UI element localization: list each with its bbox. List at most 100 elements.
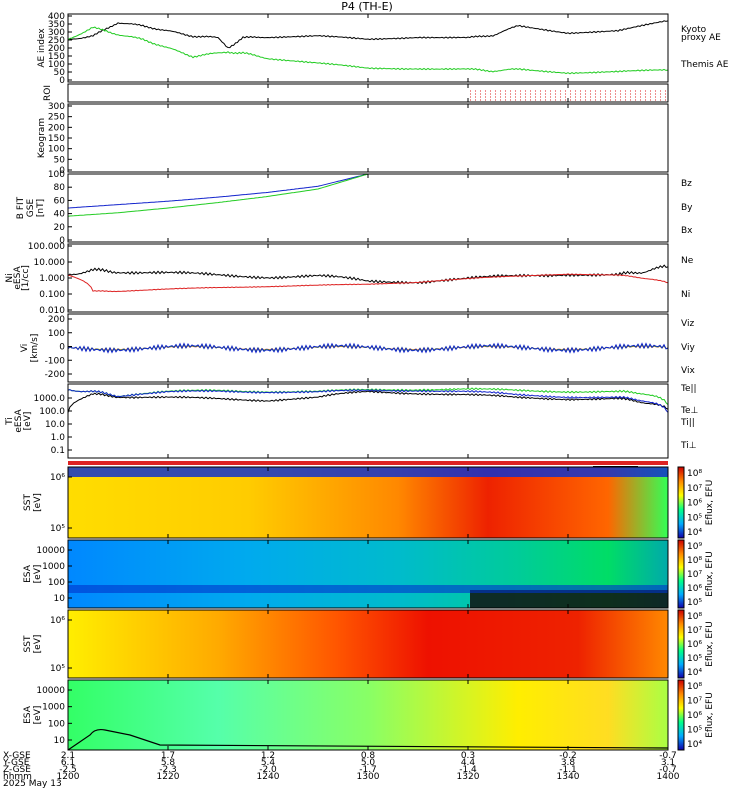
esa-e-ylabel: [eV] — [33, 565, 43, 584]
ae-ylabel: AE index — [37, 28, 47, 68]
density-ytick-label: 100.000 — [28, 242, 65, 252]
sst-e-cbar-tick: 10⁵ — [687, 513, 702, 523]
time-x-label: 1.2 — [261, 751, 275, 761]
ae-ytick-label: 200 — [48, 44, 65, 54]
time-z-label: -0.7 — [659, 765, 677, 775]
esa-i-ytick-label: 10000 — [36, 686, 65, 696]
sst-e-colorbar-frame — [677, 466, 685, 539]
keogram-ytick-label: 300 — [48, 102, 65, 112]
esa-e-cbar-tick: 10⁸ — [687, 556, 702, 566]
density-legend-0: Ne — [681, 256, 694, 266]
time-row-label-2: Z-GSE — [3, 765, 31, 775]
ae-legend-2: Themis AE — [680, 60, 729, 70]
density-ylabel: [1/cc] — [21, 265, 31, 291]
density-legend-1: Ni — [681, 290, 690, 300]
sst-e-cbar-tick: 10⁴ — [687, 528, 702, 538]
plot-title: P4 (TH-E) — [341, 0, 393, 13]
ae-ytick-label: 50 — [54, 68, 66, 78]
ae-ytick-label: 150 — [48, 52, 65, 62]
bfield-series-1 — [67, 173, 369, 217]
esa-i-ytick-label: 100 — [48, 719, 65, 729]
bfield-ytick-label: 60 — [54, 196, 66, 206]
time-z-label: -2.0 — [259, 765, 277, 775]
ae-legend-1: proxy AE — [681, 33, 721, 43]
bfield-ylabel: GSE — [26, 199, 36, 218]
time-x-label: 1.7 — [161, 751, 175, 761]
time-y-label: 4.4 — [461, 758, 476, 768]
sst-i-colorbar — [678, 610, 684, 678]
time-y-label: 5.0 — [361, 758, 376, 768]
ae-series-0 — [67, 20, 669, 49]
bfield-ytick-label: 40 — [54, 210, 66, 220]
time-z-label: -1.7 — [359, 765, 377, 775]
ae-ytick-label: 250 — [48, 36, 65, 46]
ae-panel — [67, 13, 669, 83]
esa-i-ytick-label: 1000 — [42, 703, 65, 713]
density-ylabel: eESA — [13, 266, 23, 290]
velocity-ytick-label: -100 — [45, 356, 66, 366]
time-y-label: 5.8 — [161, 758, 176, 768]
esa-i-image — [68, 680, 668, 750]
bfield-legend-1: By — [681, 203, 693, 213]
time-x-label: 0.3 — [461, 751, 475, 761]
sst-i-cbar-tick: 10⁵ — [687, 654, 702, 664]
temperature-legend-1: Te⊥ — [680, 406, 699, 416]
time-row-label-3: hhmm — [3, 772, 32, 782]
sst-e-ytick-label: 10⁶ — [50, 473, 65, 483]
velocity-legend-0: Viz — [681, 319, 694, 329]
temperature-series-2 — [67, 388, 669, 413]
esa-e-ytick-label: 1000 — [42, 562, 65, 572]
sst-e-low-band — [68, 467, 668, 477]
time-hhmm-label: 1340 — [557, 772, 580, 782]
temperature-ytick-label: 10.0 — [45, 420, 65, 430]
bfield-ylabel: [nT] — [36, 199, 46, 217]
velocity-ylabel: Vi — [20, 344, 30, 352]
time-row-label-1: Y-GSE — [2, 758, 30, 768]
sst-i-cbar-tick: 10⁴ — [687, 668, 702, 678]
esa-i-cbar-tick: 10⁴ — [687, 740, 702, 750]
ae-ytick-label: 0 — [59, 76, 65, 86]
time-hhmm-label: 1200 — [57, 772, 80, 782]
sst-i-cbar-tick: 10⁶ — [687, 640, 702, 650]
keogram-ytick-label: 150 — [48, 134, 65, 144]
esa-e-colorbar — [678, 540, 684, 608]
time-hhmm-label: 1400 — [657, 772, 680, 782]
esa-e-cbar-tick: 10⁶ — [687, 584, 702, 594]
ae-legend-0: Kyoto — [681, 25, 707, 35]
bfield-legend-0: Bz — [681, 179, 692, 189]
time-hhmm-label: 1240 — [257, 772, 280, 782]
sst-i-ytick-label: 10⁵ — [50, 664, 65, 674]
esa-i-colorbar — [678, 680, 684, 750]
velocity-series-2 — [67, 342, 669, 354]
sst-i-ylabel: SST — [23, 635, 33, 652]
esa-e-ytick-label: 100 — [48, 578, 65, 588]
esa-i-cbar-tick: 10⁶ — [687, 711, 702, 721]
time-hhmm-label: 1320 — [457, 772, 480, 782]
temperature-ylabel: eESA — [14, 409, 24, 433]
esa-i-colorbar-frame — [677, 679, 685, 751]
temperature-legend-2: Ti|| — [680, 418, 695, 428]
time-y-label: 5.4 — [261, 758, 276, 768]
time-row-label-4: 2025 May 13 — [3, 779, 62, 789]
ae-ytick-label: 100 — [48, 60, 65, 70]
temperature-panel — [67, 383, 669, 459]
time-hhmm-label: 1220 — [157, 772, 180, 782]
bfield-ytick-label: 0 — [59, 236, 65, 246]
sst-i-colorbar-frame — [677, 609, 685, 679]
esa-i-ylabel: ESA — [23, 705, 33, 724]
esa-e-cbar-tick: 10⁵ — [687, 598, 702, 608]
esa-e-blue-band — [68, 585, 668, 593]
density-ytick-label: 0.010 — [39, 306, 65, 316]
sst-e-cbar-tick: 10⁸ — [687, 469, 702, 479]
density-ylabel: Ni — [5, 273, 15, 282]
sst-e-ytick-label: 10⁵ — [50, 524, 65, 534]
time-hhmm-label: 1300 — [357, 772, 380, 782]
sst-i-ytick-label: 10⁶ — [50, 616, 65, 626]
keogram-ytick-label: 0 — [59, 166, 65, 176]
time-y-label: 6.1 — [61, 758, 75, 768]
density-ytick-label: 10.000 — [34, 258, 66, 268]
velocity-panel — [67, 313, 669, 383]
esa-i-cbar-tick: 10⁵ — [687, 726, 702, 736]
bfield-panel — [67, 173, 669, 243]
